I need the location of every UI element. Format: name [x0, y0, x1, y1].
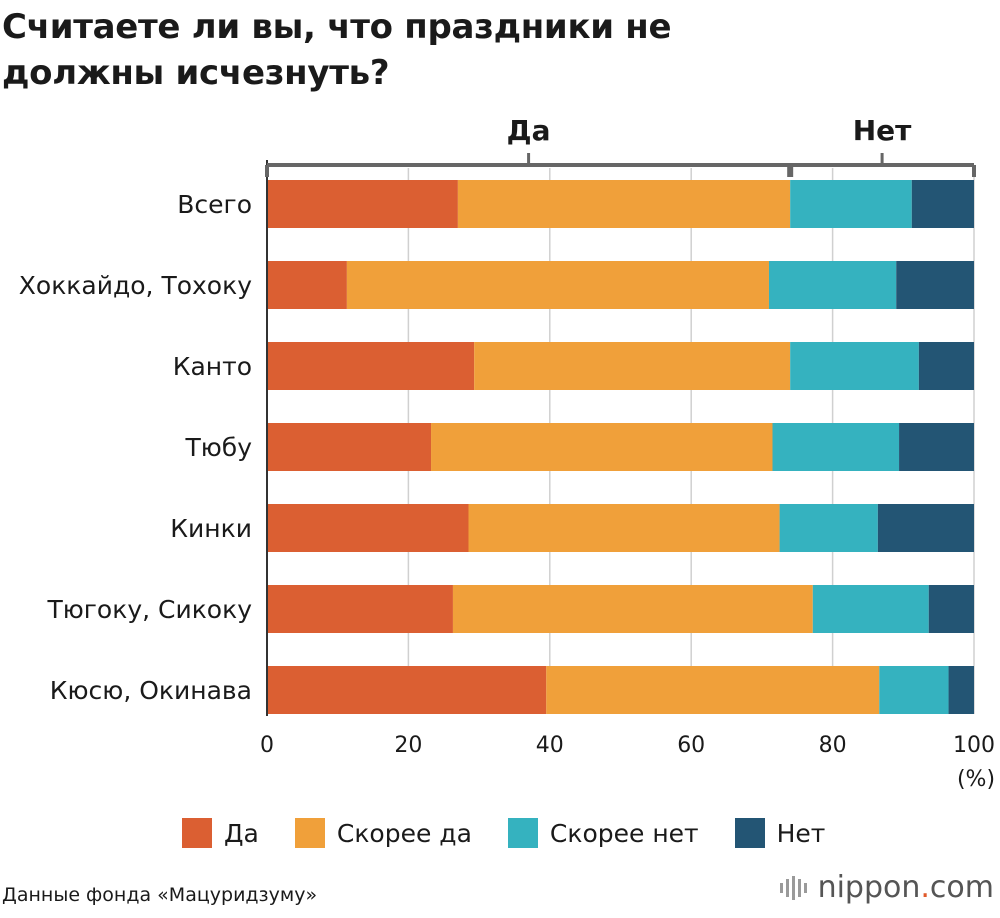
logo-bars-icon — [779, 875, 810, 900]
x-tick-label-20: 20 — [394, 733, 422, 758]
bar-3-1 — [431, 423, 773, 471]
bar-4-2 — [779, 504, 878, 552]
legend-label-no: Нет — [776, 818, 826, 848]
x-tick-label-60: 60 — [677, 733, 705, 758]
bar-6-0 — [267, 666, 547, 714]
category-label-6: Кюсю, Окинава — [50, 676, 252, 705]
bar-1-3 — [896, 261, 974, 309]
chart-title: Считаете ли вы, что праздники не должны … — [2, 7, 672, 93]
category-label-0: Всего — [177, 190, 252, 219]
bar-1-1 — [346, 261, 769, 309]
chart-plot: Всего Хоккайдо, Тохоку Канто Тюбу Кинки Тюгок… — [19, 114, 995, 792]
bracket-label-no: Нет — [853, 114, 912, 147]
legend-item-no: Нет — [734, 818, 826, 848]
bar-1-2 — [768, 261, 897, 309]
bar-5-3 — [928, 585, 974, 633]
x-tick-label-0: 0 — [260, 733, 274, 758]
category-label-1: Хоккайдо, Тохоку — [19, 271, 252, 300]
logo-main-text: nippon — [817, 870, 921, 905]
bar-5-2 — [812, 585, 929, 633]
bar-3-0 — [267, 423, 432, 471]
category-label-4: Кинки — [170, 514, 252, 543]
bar-3-2 — [772, 423, 900, 471]
source-note: Данные фонда «Мацуридзуму» — [2, 884, 318, 906]
bar-6-1 — [546, 666, 880, 714]
legend-item-yes: Да — [182, 818, 259, 848]
x-tick-label-100: 100 — [953, 733, 995, 758]
bracket-label-yes: Да — [507, 114, 551, 147]
category-label-3: Тюбу — [184, 433, 252, 462]
legend-swatch-rather-no — [507, 818, 538, 848]
legend-swatch-rather-yes — [294, 818, 325, 848]
legend: Да Скорее да Скорее нет Нет — [182, 818, 861, 848]
x-unit-label: (%) — [957, 767, 995, 792]
logo-dot: . — [920, 870, 930, 905]
legend-label-yes: Да — [224, 818, 259, 848]
bar-4-3 — [877, 504, 974, 552]
bar-0-1 — [457, 180, 791, 228]
legend-swatch-no — [734, 818, 765, 848]
category-label-5: Тюгоку, Сикоку — [46, 595, 252, 624]
legend-label-rather-no: Скорее нет — [549, 818, 699, 848]
nippon-logo[interactable]: nippon. com — [779, 870, 994, 905]
x-tick-label-40: 40 — [536, 733, 564, 758]
bar-0-0 — [267, 180, 458, 228]
bar-2-2 — [790, 342, 919, 390]
logo-suffix-text: com — [929, 870, 994, 905]
bar-0-2 — [790, 180, 912, 228]
bar-1-0 — [267, 261, 347, 309]
x-tick-label-80: 80 — [819, 733, 847, 758]
category-label-2: Канто — [173, 352, 252, 381]
legend-label-rather-yes: Скорее да — [336, 818, 472, 848]
bar-3-3 — [899, 423, 974, 471]
bar-5-0 — [267, 585, 453, 633]
bar-6-3 — [948, 666, 974, 714]
bar-2-1 — [474, 342, 791, 390]
bar-5-1 — [452, 585, 813, 633]
bar-2-3 — [918, 342, 974, 390]
bar-4-1 — [468, 504, 780, 552]
bar-2-0 — [267, 342, 475, 390]
legend-swatch-yes — [182, 818, 212, 848]
bar-0-3 — [911, 180, 974, 228]
bar-4-0 — [267, 504, 469, 552]
legend-item-rather-no: Скорее нет — [507, 818, 699, 848]
bar-6-2 — [879, 666, 949, 714]
legend-item-rather-yes: Скорее да — [294, 818, 472, 848]
